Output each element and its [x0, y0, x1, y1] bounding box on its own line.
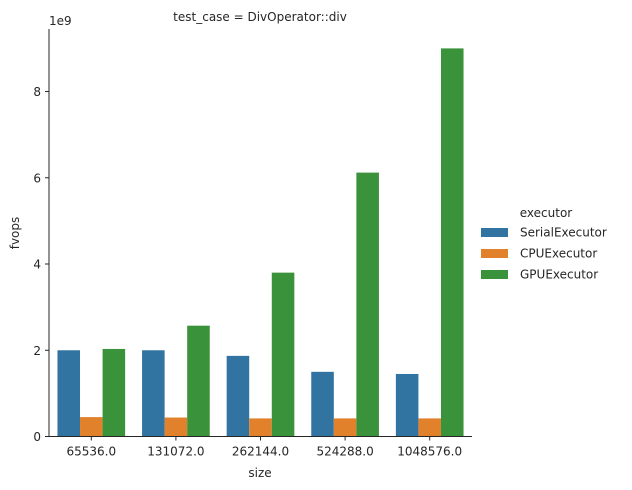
legend-title: executor [520, 206, 573, 220]
bar-cpuexecutor-1 [164, 417, 188, 437]
bar-gpuexecutor-2 [271, 272, 295, 437]
y-axis-label: fvops [8, 217, 22, 250]
x-tick-label: 524288.0 [316, 445, 373, 459]
legend-label-serialexecutor: SerialExecutor [520, 226, 607, 240]
bar-serialexecutor-2 [226, 355, 250, 437]
bar-gpuexecutor-1 [187, 325, 210, 437]
legend-swatch-cpuexecutor [481, 249, 508, 258]
bar-cpuexecutor-0 [80, 417, 103, 437]
bar-cpuexecutor-3 [333, 418, 357, 437]
bar-serialexecutor-3 [311, 371, 334, 437]
bar-serialexecutor-1 [142, 350, 165, 437]
bar-gpuexecutor-4 [440, 48, 464, 437]
bar-gpuexecutor-3 [356, 172, 379, 437]
x-tick-label: 262144.0 [232, 445, 289, 459]
x-tick-label: 1048576.0 [397, 445, 462, 459]
legend-label-cpuexecutor: CPUExecutor [520, 247, 597, 261]
bar-gpuexecutor-0 [102, 348, 126, 437]
y-axis-ticks: 0 2 4 6 8 [33, 85, 49, 444]
bar-serialexecutor-0 [57, 350, 81, 437]
y-tick-label: 6 [33, 171, 41, 185]
legend-swatch-serialexecutor [481, 228, 508, 237]
x-tick-label: 131072.0 [147, 445, 204, 459]
bar-serialexecutor-4 [395, 373, 419, 437]
y-tick-label: 4 [33, 258, 41, 272]
x-axis-ticks: 65536.0 131072.0 262144.0 524288.0 1048576.0 [66, 436, 462, 459]
chart-title: test_case = DivOperator::div [173, 10, 347, 24]
bars-group [57, 48, 464, 437]
legend-label-gpuexecutor: GPUExecutor [520, 268, 598, 282]
x-tick-label: 65536.0 [66, 445, 116, 459]
y-tick-label: 8 [33, 85, 41, 99]
y-tick-label: 2 [33, 344, 41, 358]
y-tick-label: 0 [33, 430, 41, 444]
legend-swatch-gpuexecutor [481, 270, 508, 279]
legend: executor SerialExecutor CPUExecutor GPUExe… [481, 206, 607, 282]
bar-cpuexecutor-2 [249, 418, 272, 437]
y-axis-offset-label: 1e9 [49, 14, 72, 28]
x-axis-label: size [248, 466, 271, 480]
bar-cpuexecutor-4 [418, 418, 441, 437]
